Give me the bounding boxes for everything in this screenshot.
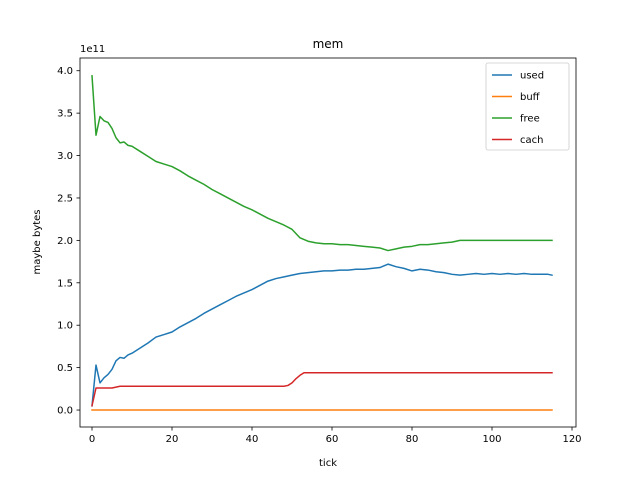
legend-label-buff: buff (520, 92, 541, 103)
y-tick-label: 0.0 (57, 406, 73, 417)
x-tick-label: 40 (246, 434, 259, 445)
y-tick-label: 1.0 (57, 321, 73, 332)
x-tick-label: 80 (406, 434, 419, 445)
x-axis-label: tick (319, 458, 337, 469)
axes-frame (79, 57, 577, 428)
x-tick-label: 60 (326, 434, 339, 445)
series-line-cach (91, 371, 553, 407)
series-line-used (91, 263, 553, 407)
x-tick-label: 100 (482, 434, 501, 445)
legend-label-used: used (520, 71, 544, 82)
y-tick-label: 3.0 (57, 151, 73, 162)
y-tick-label: 1.5 (57, 278, 73, 289)
y-offset-label: 1e11 (80, 44, 105, 55)
legend: used buff free cach (485, 62, 570, 151)
x-tick-label: 0 (89, 434, 95, 445)
y-tick-label: 2.5 (57, 193, 73, 204)
y-axis-label: maybe bytes (32, 209, 43, 274)
legend-box (485, 62, 570, 151)
plot-area: 0 20 40 60 80 100 120 0.0 0.5 1.0 1.5 2.0 2.5 3.0 3.5 4… (57, 57, 582, 445)
y-tick-label: 4.0 (57, 66, 73, 77)
series-line-free (91, 75, 553, 252)
x-tick-label: 20 (166, 434, 179, 445)
legend-label-cach: cach (520, 135, 543, 146)
y-tick-label: 3.5 (57, 109, 73, 120)
x-tick-label: 120 (562, 434, 581, 445)
chart-title: mem (313, 37, 344, 51)
y-tick-label: 2.0 (57, 236, 73, 247)
y-tick-label: 0.5 (57, 363, 73, 374)
legend-label-free: free (520, 114, 540, 125)
